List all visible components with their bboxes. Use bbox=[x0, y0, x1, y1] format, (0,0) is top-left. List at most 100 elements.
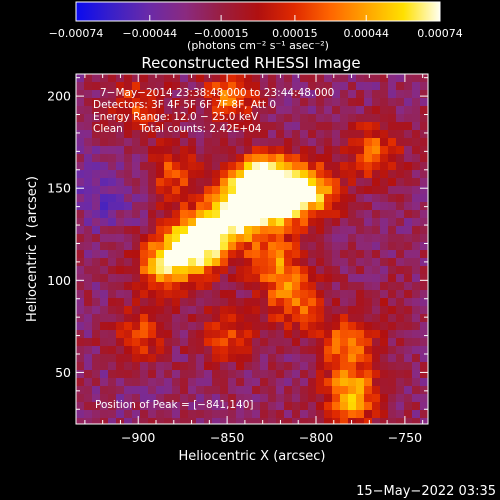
heatmap-cell bbox=[324, 74, 333, 83]
heatmap-cell bbox=[108, 378, 117, 387]
heatmap-cell bbox=[108, 410, 117, 419]
heatmap-cell bbox=[76, 266, 85, 275]
heatmap-cell bbox=[324, 418, 333, 424]
heatmap-cell bbox=[212, 298, 221, 307]
heatmap-cell bbox=[268, 218, 277, 227]
heatmap-cell bbox=[300, 402, 309, 411]
heatmap-cell bbox=[284, 98, 293, 107]
heatmap-cell bbox=[284, 370, 293, 379]
heatmap-cell bbox=[212, 114, 221, 123]
heatmap-cell bbox=[244, 330, 253, 339]
heatmap-cell bbox=[268, 394, 277, 403]
heatmap-cell bbox=[84, 242, 93, 251]
heatmap-cell bbox=[308, 338, 317, 347]
heatmap-cell bbox=[164, 410, 173, 419]
heatmap-cell bbox=[268, 194, 277, 203]
heatmap-cell bbox=[76, 370, 85, 379]
heatmap-cell bbox=[332, 210, 341, 219]
heatmap-cell bbox=[84, 170, 93, 179]
heatmap-cell bbox=[292, 314, 301, 323]
heatmap-cell bbox=[236, 394, 245, 403]
heatmap-cell bbox=[340, 354, 349, 363]
heatmap-cell bbox=[132, 258, 141, 267]
heatmap-cell bbox=[212, 418, 221, 424]
heatmap-cell bbox=[84, 98, 93, 107]
heatmap-cell bbox=[324, 282, 333, 291]
heatmap-cell bbox=[92, 298, 101, 307]
heatmap-cell bbox=[220, 290, 229, 299]
heatmap-cell bbox=[124, 274, 133, 283]
heatmap-cell bbox=[420, 402, 428, 411]
heatmap-cell bbox=[316, 178, 325, 187]
heatmap-cell bbox=[388, 130, 397, 139]
heatmap-cell bbox=[276, 202, 285, 211]
heatmap-cell bbox=[420, 170, 428, 179]
heatmap-cell bbox=[116, 106, 125, 115]
heatmap-cell bbox=[332, 82, 341, 91]
heatmap-cell bbox=[388, 394, 397, 403]
heatmap-cell bbox=[164, 282, 173, 291]
heatmap-cell bbox=[412, 82, 421, 91]
heatmap-cell bbox=[276, 98, 285, 107]
heatmap-cell bbox=[172, 194, 181, 203]
heatmap-cell bbox=[84, 282, 93, 291]
heatmap-cell bbox=[300, 362, 309, 371]
heatmap-cell bbox=[100, 298, 109, 307]
heatmap-cell bbox=[388, 218, 397, 227]
heatmap-cell bbox=[148, 258, 157, 267]
heatmap-cell bbox=[140, 242, 149, 251]
heatmap-cell bbox=[204, 162, 213, 171]
heatmap-cell bbox=[388, 234, 397, 243]
heatmap-cell bbox=[252, 74, 261, 83]
heatmap-cell bbox=[236, 386, 245, 395]
heatmap-cell bbox=[260, 410, 269, 419]
heatmap-cell bbox=[308, 258, 317, 267]
heatmap-cell bbox=[332, 130, 341, 139]
heatmap-cell bbox=[404, 234, 413, 243]
heatmap-cell bbox=[252, 418, 261, 424]
heatmap-cell bbox=[132, 250, 141, 259]
heatmap-cell bbox=[212, 146, 221, 155]
heatmap-cell bbox=[220, 346, 229, 355]
heatmap-cell bbox=[164, 330, 173, 339]
heatmap-cell bbox=[404, 346, 413, 355]
heatmap-cell bbox=[268, 298, 277, 307]
heatmap-cell bbox=[100, 410, 109, 419]
heatmap-cell bbox=[372, 354, 381, 363]
heatmap-cell bbox=[172, 274, 181, 283]
heatmap-cell bbox=[420, 234, 428, 243]
heatmap-cell bbox=[100, 370, 109, 379]
heatmap-cell bbox=[420, 290, 428, 299]
heatmap-cell bbox=[196, 322, 205, 331]
heatmap-cell bbox=[260, 322, 269, 331]
heatmap-cell bbox=[364, 162, 373, 171]
heatmap-cell bbox=[100, 178, 109, 187]
heatmap-cell bbox=[180, 114, 189, 123]
heatmap-cell bbox=[284, 306, 293, 315]
heatmap-cell bbox=[372, 298, 381, 307]
heatmap-cell bbox=[380, 202, 389, 211]
heatmap-cell bbox=[380, 162, 389, 171]
heatmap-cell bbox=[412, 274, 421, 283]
heatmap-cell bbox=[188, 378, 197, 387]
heatmap-cell bbox=[404, 298, 413, 307]
heatmap-cell bbox=[380, 82, 389, 91]
heatmap-cell bbox=[324, 354, 333, 363]
heatmap-cell bbox=[364, 402, 373, 411]
heatmap-cell bbox=[388, 410, 397, 419]
heatmap-cell bbox=[204, 178, 213, 187]
heatmap-cell bbox=[148, 146, 157, 155]
heatmap-cell bbox=[372, 170, 381, 179]
heatmap-cell bbox=[164, 242, 173, 251]
heatmap-cell bbox=[228, 314, 237, 323]
heatmap-cell bbox=[92, 194, 101, 203]
heatmap-cell bbox=[212, 194, 221, 203]
heatmap-cell bbox=[356, 146, 365, 155]
heatmap-cell bbox=[412, 210, 421, 219]
heatmap-cell bbox=[188, 242, 197, 251]
heatmap-cell bbox=[268, 114, 277, 123]
heatmap-cell bbox=[364, 378, 373, 387]
heatmap-cell bbox=[380, 90, 389, 99]
heatmap-cell bbox=[116, 146, 125, 155]
heatmap-cell bbox=[180, 266, 189, 275]
